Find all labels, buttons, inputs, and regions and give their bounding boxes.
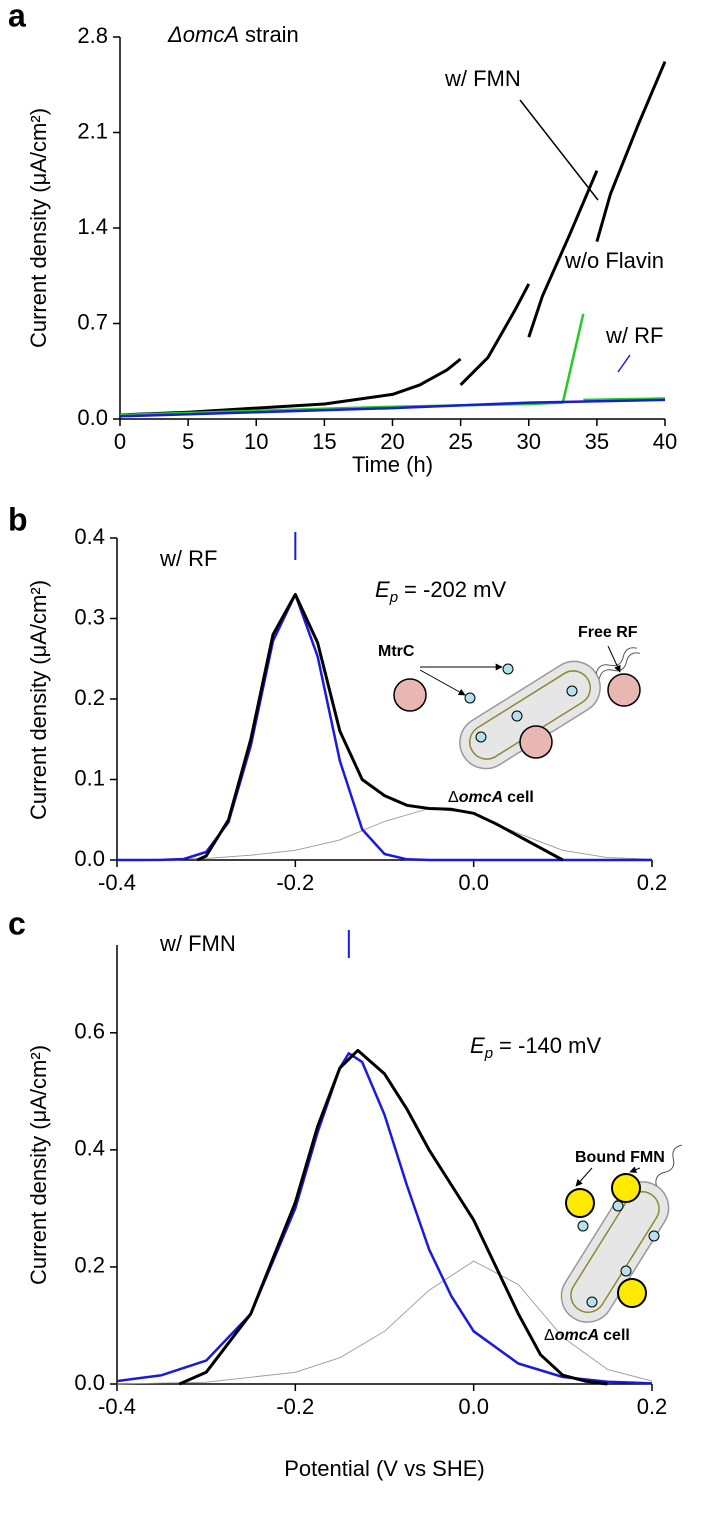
x-tick-label: -0.4 (98, 870, 136, 895)
strain-word: strain (245, 22, 299, 47)
series-label: w/ FMN (444, 66, 521, 91)
x-tick-label: 10 (244, 429, 268, 454)
x-tick-label: 5 (182, 429, 194, 454)
y-tick-label: 0.0 (74, 1370, 105, 1395)
peak-label: Ep = -202 mV (375, 577, 506, 606)
leader-line (617, 354, 631, 373)
inset-b-drawing (393, 645, 641, 770)
x-tick-label: -0.4 (98, 1394, 136, 1419)
panel-label: a (8, 0, 26, 33)
y-tick-label: 0.2 (74, 685, 105, 710)
x-tick-label: 15 (312, 429, 336, 454)
peak-value: = -140 mV (499, 1033, 601, 1058)
peak-label: Ep = -140 mV (470, 1033, 601, 1062)
y-axis-label: Current density (μA/cm²) (26, 108, 51, 348)
y-tick-label: 0.7 (77, 309, 108, 334)
data-line (119, 313, 666, 417)
peak-subscript: p (484, 1045, 493, 1062)
x-tick-label: -0.2 (276, 1394, 314, 1419)
x-tick-label: -0.2 (276, 870, 314, 895)
x-tick-label: 25 (448, 429, 472, 454)
y-tick-label: 0.4 (74, 1136, 105, 1161)
bound-flavin-label: Bound FMN (575, 1149, 665, 1166)
x-axis-label: Potential (V vs SHE) (284, 1456, 485, 1481)
x-tick-label: 35 (585, 429, 609, 454)
y-tick-label: 2.1 (77, 118, 108, 143)
protein-label: MtrC (378, 643, 415, 660)
y-tick-label: 2.8 (77, 23, 108, 48)
x-tick-label: 40 (653, 429, 677, 454)
y-tick-label: 0.0 (77, 405, 108, 430)
cell-prefix: Δ (544, 1327, 555, 1344)
y-axis-label: Current density (μA/cm²) (26, 580, 51, 820)
condition-label: w/ RF (159, 546, 217, 571)
x-tick-label: 20 (380, 429, 404, 454)
strain-label: ΔomcA strain (167, 22, 299, 47)
data-line (178, 1048, 608, 1386)
y-tick-label: 1.4 (77, 214, 108, 239)
cell-label: ΔomcA cell (544, 1327, 630, 1344)
data-line (116, 808, 653, 861)
y-tick-label: 0.2 (74, 1253, 105, 1278)
cell-word: cell (507, 789, 534, 806)
panel-label: c (8, 905, 26, 941)
cell-label: ΔomcA cell (448, 789, 534, 806)
series-label: w/o Flavin (564, 248, 664, 273)
cell-strain: omcA (459, 789, 503, 806)
y-tick-label: 0.4 (74, 524, 105, 549)
peak-symbol: E (375, 577, 390, 602)
cell-prefix: Δ (448, 789, 459, 806)
y-axis-label: Current density (μA/cm²) (26, 1045, 51, 1285)
cell-strain: omcA (555, 1327, 599, 1344)
x-axis-label: Time (h) (352, 452, 433, 477)
peak-symbol: E (470, 1033, 485, 1058)
x-tick-label: 0.2 (637, 1394, 668, 1419)
data-line (196, 592, 564, 862)
strain-name: ΔomcA (167, 22, 239, 47)
free-flavin-label: Free RF (578, 624, 638, 641)
inset-c-drawing (560, 1144, 682, 1323)
x-tick-label: 30 (517, 429, 541, 454)
y-tick-label: 0.6 (74, 1019, 105, 1044)
data-line (119, 398, 666, 418)
x-tick-label: 0.2 (637, 870, 668, 895)
y-tick-label: 0.0 (74, 846, 105, 871)
condition-label: w/ FMN (159, 931, 236, 956)
data-line (119, 61, 667, 417)
x-tick-label: 0.0 (458, 870, 489, 895)
cell-word: cell (603, 1327, 630, 1344)
x-tick-label: 0 (114, 429, 126, 454)
peak-value: = -202 mV (404, 577, 506, 602)
data-line (117, 593, 652, 862)
y-tick-label: 0.1 (74, 765, 105, 790)
series-label: w/ RF (605, 323, 663, 348)
x-tick-label: 0.0 (458, 1394, 489, 1419)
leader-line (519, 99, 599, 201)
y-tick-label: 0.3 (74, 604, 105, 629)
peak-subscript: p (389, 589, 398, 606)
panel-label: b (8, 501, 28, 537)
data-line (116, 1260, 653, 1385)
